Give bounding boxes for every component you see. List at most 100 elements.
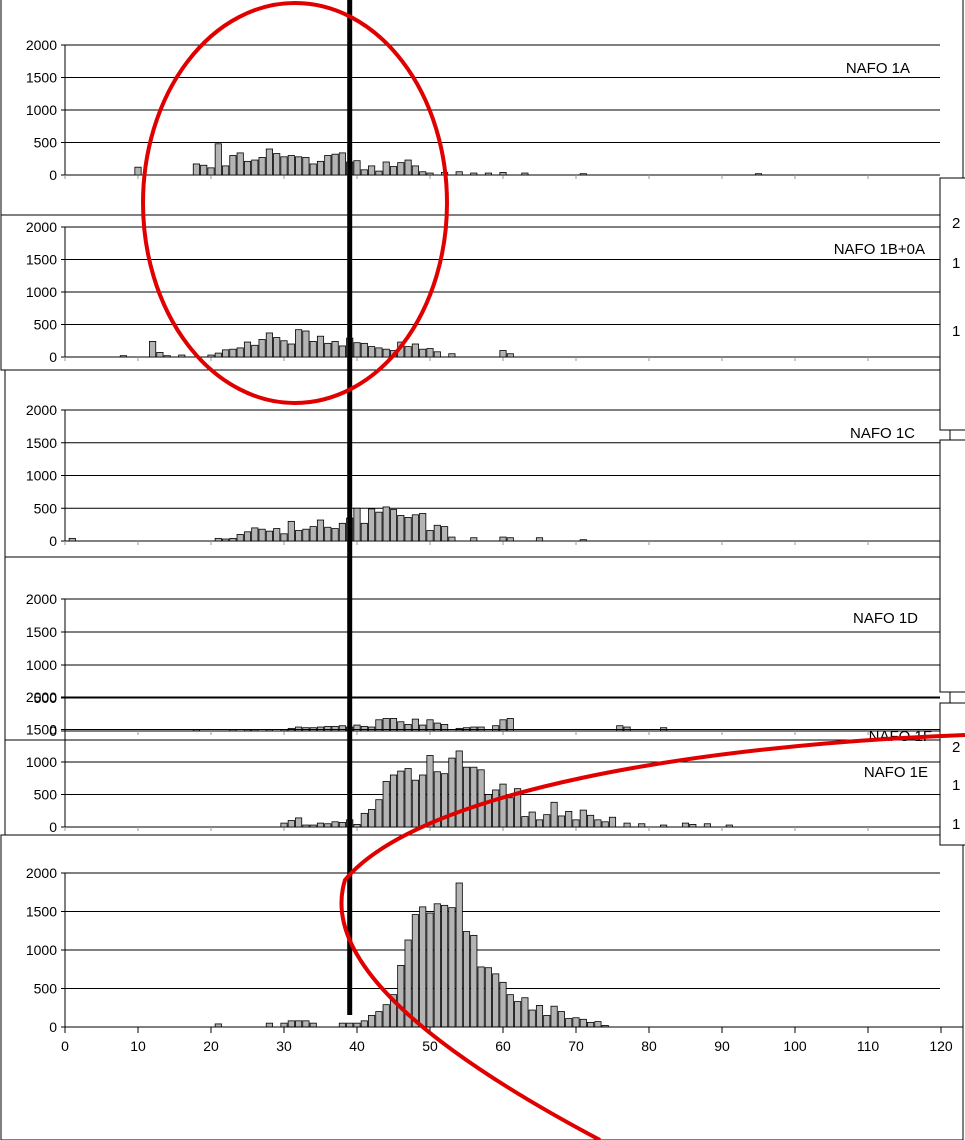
- y-tick-label: 1000: [26, 468, 57, 484]
- bar: [601, 821, 609, 828]
- bar: [273, 337, 281, 358]
- bar: [499, 981, 507, 1028]
- bar: [280, 1022, 288, 1028]
- bar: [404, 724, 412, 732]
- y-tick-label: 0: [49, 1019, 57, 1035]
- bar: [353, 342, 361, 358]
- bar: [419, 774, 427, 828]
- bar: [280, 533, 288, 542]
- bar: [295, 530, 303, 542]
- y-tick-label: 1500: [26, 252, 57, 268]
- bar: [419, 906, 427, 1028]
- bar: [302, 157, 310, 176]
- bar: [360, 342, 368, 358]
- bar: [156, 352, 164, 358]
- bar: [280, 822, 288, 828]
- annotation-arc: [339, 733, 965, 1140]
- bar: [506, 994, 514, 1028]
- bar: [441, 773, 449, 828]
- panel-label: NAFO 1A: [846, 60, 910, 77]
- bar: [258, 339, 266, 358]
- bar: [389, 774, 398, 828]
- bar: [338, 725, 346, 732]
- bar: [462, 766, 471, 828]
- bar: [594, 819, 602, 828]
- bar: [543, 814, 551, 828]
- bar: [521, 816, 529, 828]
- bar: [514, 788, 522, 828]
- bar: [338, 522, 346, 542]
- bar: [550, 801, 558, 828]
- bar: [433, 351, 441, 358]
- bar: [251, 159, 259, 176]
- bar: [455, 882, 463, 1028]
- bar: [382, 781, 390, 828]
- bar: [295, 1020, 303, 1028]
- bar: [535, 1005, 544, 1028]
- bar: [506, 718, 514, 732]
- bar: [236, 534, 244, 542]
- bar: [623, 822, 631, 828]
- bar: [382, 161, 390, 176]
- bar: [587, 814, 595, 828]
- bar: [338, 1022, 346, 1028]
- bar: [404, 159, 412, 176]
- y-tick-label: 1500: [26, 904, 57, 920]
- bar: [492, 725, 500, 732]
- panel-frame: [4, 556, 951, 741]
- y-tick-label: 2000: [26, 37, 57, 53]
- bar: [309, 340, 317, 358]
- bar: [236, 347, 244, 358]
- bar: [353, 724, 361, 732]
- y-tick-label: 500: [34, 500, 58, 516]
- bar: [243, 341, 252, 358]
- bar: [499, 536, 507, 542]
- bar: [295, 329, 303, 358]
- bar: [411, 343, 419, 358]
- bar: [616, 725, 624, 732]
- bar: [236, 152, 244, 176]
- bar: [689, 824, 697, 828]
- bar: [477, 769, 485, 828]
- bar: [535, 819, 544, 828]
- bar: [207, 167, 215, 176]
- bar: [703, 823, 711, 828]
- side-panel-tick-label: 2: [952, 739, 960, 756]
- bar: [331, 725, 339, 732]
- bar: [397, 515, 405, 542]
- bar: [382, 1004, 390, 1028]
- y-tick-label: 1000: [26, 657, 57, 673]
- bar: [470, 766, 478, 828]
- bar: [309, 526, 317, 542]
- bar: [331, 821, 339, 828]
- bar: [243, 160, 252, 176]
- bar: [397, 721, 405, 732]
- bar: [499, 783, 507, 828]
- bar: [448, 757, 456, 828]
- bar: [506, 797, 514, 828]
- bar: [214, 143, 222, 176]
- bar: [368, 508, 376, 542]
- bar: [572, 1017, 580, 1028]
- bar: [222, 165, 230, 176]
- y-tick-label: 1500: [26, 722, 57, 738]
- side-panel-tick-label: 1: [952, 323, 960, 340]
- side-panel-tick-label: 1: [952, 255, 960, 272]
- bar: [302, 1020, 310, 1028]
- bar: [273, 153, 281, 176]
- bar: [419, 513, 427, 542]
- bar: [375, 799, 383, 828]
- bar: [222, 349, 230, 358]
- x-tick-label: 10: [130, 1038, 146, 1054]
- bar: [521, 172, 529, 176]
- bar: [426, 530, 434, 542]
- bar: [470, 934, 478, 1028]
- bar: [375, 170, 383, 176]
- bar: [419, 724, 427, 732]
- x-tick-label: 50: [422, 1038, 438, 1054]
- bar: [433, 771, 441, 828]
- bar: [287, 155, 295, 176]
- bar: [119, 355, 127, 358]
- bar: [192, 163, 200, 176]
